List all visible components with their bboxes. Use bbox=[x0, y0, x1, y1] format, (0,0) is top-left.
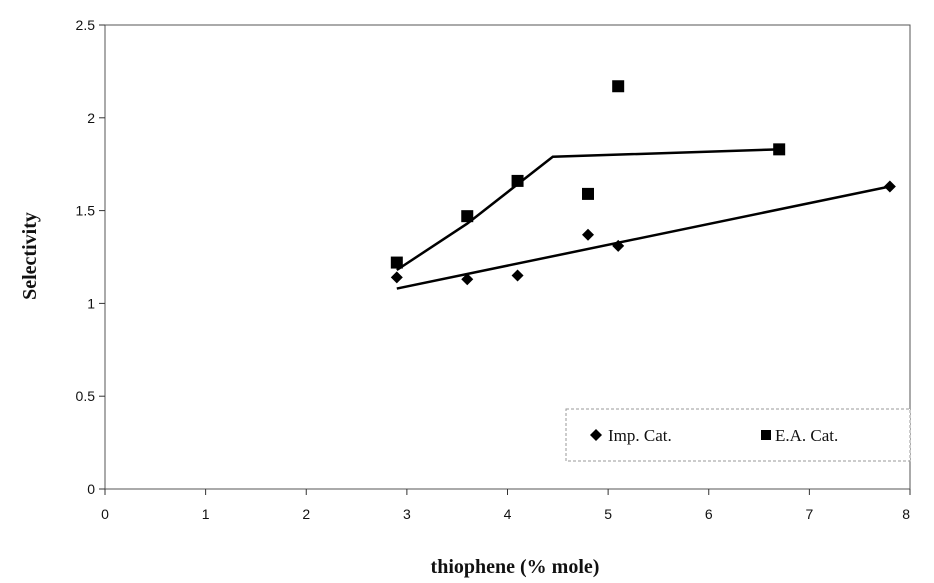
y-axis: 0 0.5 1 1.5 2 2.5 bbox=[76, 17, 105, 497]
trend-line bbox=[396, 148, 780, 272]
data-point-square bbox=[461, 210, 474, 223]
data-points bbox=[390, 80, 896, 286]
data-point-diamond bbox=[883, 180, 896, 193]
x-tick-label: 5 bbox=[604, 506, 612, 522]
x-tick-label: 1 bbox=[202, 506, 210, 522]
y-axis-title: Selectivity bbox=[19, 212, 41, 300]
y-tick-label: 2 bbox=[87, 110, 95, 126]
data-point-diamond bbox=[390, 271, 403, 284]
x-tick-label: 7 bbox=[805, 506, 813, 522]
data-point-square bbox=[390, 256, 403, 269]
trend-lines bbox=[396, 148, 891, 290]
x-axis: 0 1 2 3 4 5 6 7 8 bbox=[101, 489, 911, 522]
data-point-square bbox=[773, 143, 786, 156]
y-tick-label: 0 bbox=[87, 481, 95, 497]
legend: Imp. Cat. E.A. Cat. bbox=[565, 408, 911, 462]
data-point-diamond bbox=[612, 239, 625, 252]
x-axis-title: thiophene (% mole) bbox=[431, 556, 600, 578]
x-tick-label: 4 bbox=[504, 506, 512, 522]
data-point-square bbox=[511, 174, 524, 187]
y-tick-label: 1 bbox=[87, 295, 95, 311]
data-point-diamond bbox=[461, 273, 474, 286]
legend-marker-imp-cat bbox=[590, 429, 602, 441]
x-tick-label: 0 bbox=[101, 506, 109, 522]
data-point-diamond bbox=[511, 269, 524, 282]
y-tick-label: 1.5 bbox=[76, 203, 96, 219]
data-point-diamond bbox=[582, 228, 594, 241]
y-tick-label: 0.5 bbox=[76, 388, 96, 404]
data-point-square bbox=[582, 187, 594, 200]
trend-line bbox=[396, 185, 891, 290]
legend-marker-ea-cat bbox=[761, 430, 771, 440]
x-tick-label: 2 bbox=[302, 506, 310, 522]
legend-box bbox=[565, 408, 911, 462]
x-tick-label: 6 bbox=[705, 506, 713, 522]
x-tick-label: 8 bbox=[902, 506, 910, 522]
y-tick-label: 2.5 bbox=[76, 17, 96, 33]
data-point-square bbox=[612, 80, 625, 93]
x-tick-label: 3 bbox=[403, 506, 411, 522]
legend-label-ea-cat: E.A. Cat. bbox=[775, 426, 838, 445]
legend-label-imp-cat: Imp. Cat. bbox=[608, 426, 672, 445]
